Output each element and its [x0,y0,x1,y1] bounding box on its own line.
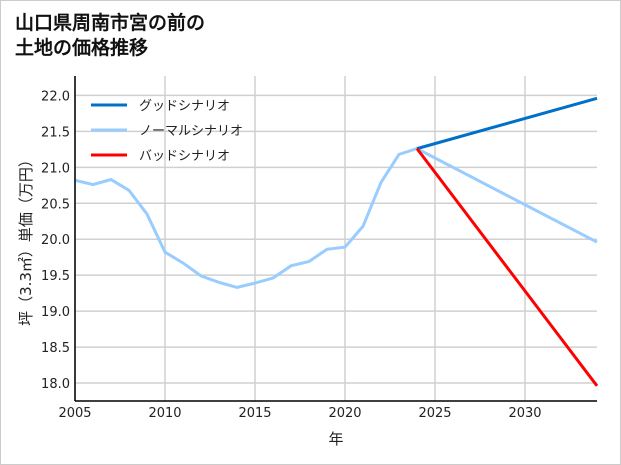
x-tick-label: 2025 [418,406,451,421]
y-tick-label: 21.0 [41,161,70,176]
legend-label-2: バッドシナリオ [139,149,230,164]
title-line-1: 山口県周南市宮の前の [15,12,206,34]
y-tick-label: 22.0 [41,89,70,104]
x-axis-label: 年 [328,430,343,448]
y-tick-label: 20.5 [41,197,70,212]
title-line-2: 土地の価格推移 [15,37,149,59]
y-tick-label: 20.0 [41,233,70,248]
x-tick-label: 2020 [328,406,361,421]
series-line-2 [415,147,599,387]
y-tick-label: 18.5 [41,341,70,356]
legend-label-1: ノーマルシナリオ [139,124,243,139]
y-axis-label: 坪（3.3㎡）単価（万円） [17,152,35,326]
series-line-0 [416,96,598,151]
x-tick-label: 2015 [238,406,271,421]
legend-label-0: グッドシナリオ [139,99,230,114]
series-line-1 [74,147,598,289]
chart-title: 山口県周南市宮の前の 土地の価格推移 [15,11,205,61]
x-tick-label: 2010 [148,406,181,421]
y-tick-label: 19.0 [41,305,70,320]
x-tick-label: 2005 [58,406,91,421]
y-tick-label: 21.5 [41,125,70,140]
y-tick-label: 18.0 [41,377,70,392]
x-tick-label: 2030 [508,406,541,421]
y-tick-label: 19.5 [41,269,70,284]
